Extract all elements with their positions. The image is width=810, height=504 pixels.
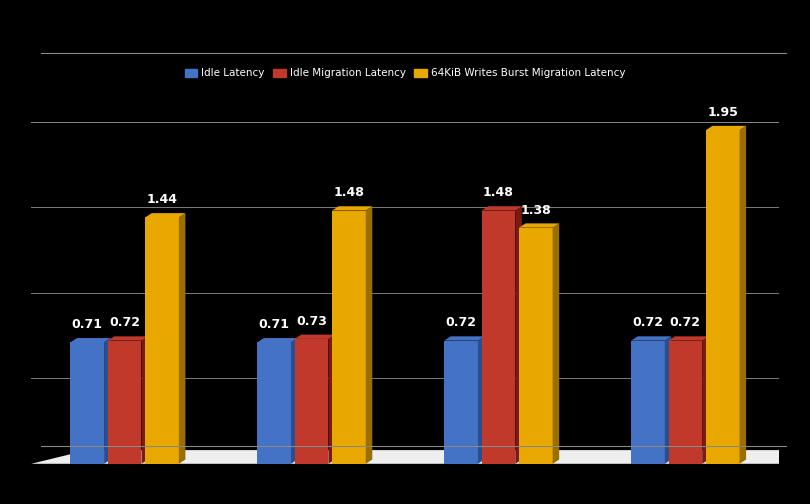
Polygon shape [631,341,665,464]
Polygon shape [366,206,373,464]
Polygon shape [519,223,559,228]
Text: 0.72: 0.72 [633,317,663,330]
Polygon shape [295,339,328,464]
Polygon shape [702,336,709,464]
Polygon shape [552,223,559,464]
Text: 1.48: 1.48 [334,186,364,200]
Polygon shape [706,130,740,464]
Text: 0.73: 0.73 [296,315,327,328]
Text: 0.72: 0.72 [109,317,140,330]
Polygon shape [70,342,104,464]
Polygon shape [70,338,111,342]
Text: 1.95: 1.95 [707,106,738,119]
Polygon shape [668,336,709,341]
Text: 0.71: 0.71 [72,318,103,331]
Polygon shape [444,336,484,341]
Polygon shape [108,341,142,464]
Polygon shape [444,341,478,464]
Polygon shape [145,213,185,217]
Polygon shape [740,126,746,464]
Polygon shape [291,338,297,464]
Polygon shape [104,338,111,464]
Polygon shape [482,211,515,464]
Text: 1.38: 1.38 [521,204,551,217]
Polygon shape [32,450,810,464]
Polygon shape [258,342,291,464]
Text: 0.72: 0.72 [670,317,701,330]
Polygon shape [332,211,366,464]
Text: 1.48: 1.48 [483,186,514,200]
Polygon shape [482,206,522,211]
Polygon shape [706,126,746,130]
Text: 0.71: 0.71 [258,318,290,331]
Polygon shape [668,341,702,464]
Legend: Idle Latency, Idle Migration Latency, 64KiB Writes Burst Migration Latency: Idle Latency, Idle Migration Latency, 64… [182,66,628,80]
Polygon shape [519,228,552,464]
Polygon shape [258,338,297,342]
Polygon shape [631,336,671,341]
Polygon shape [142,336,148,464]
Polygon shape [108,336,148,341]
Polygon shape [32,464,778,477]
Text: 1.44: 1.44 [147,193,177,206]
Polygon shape [478,336,484,464]
Polygon shape [295,335,335,339]
Polygon shape [145,217,179,464]
Polygon shape [328,335,335,464]
Text: 0.72: 0.72 [446,317,476,330]
Polygon shape [179,213,185,464]
Polygon shape [515,206,522,464]
Polygon shape [332,206,373,211]
Polygon shape [665,336,671,464]
